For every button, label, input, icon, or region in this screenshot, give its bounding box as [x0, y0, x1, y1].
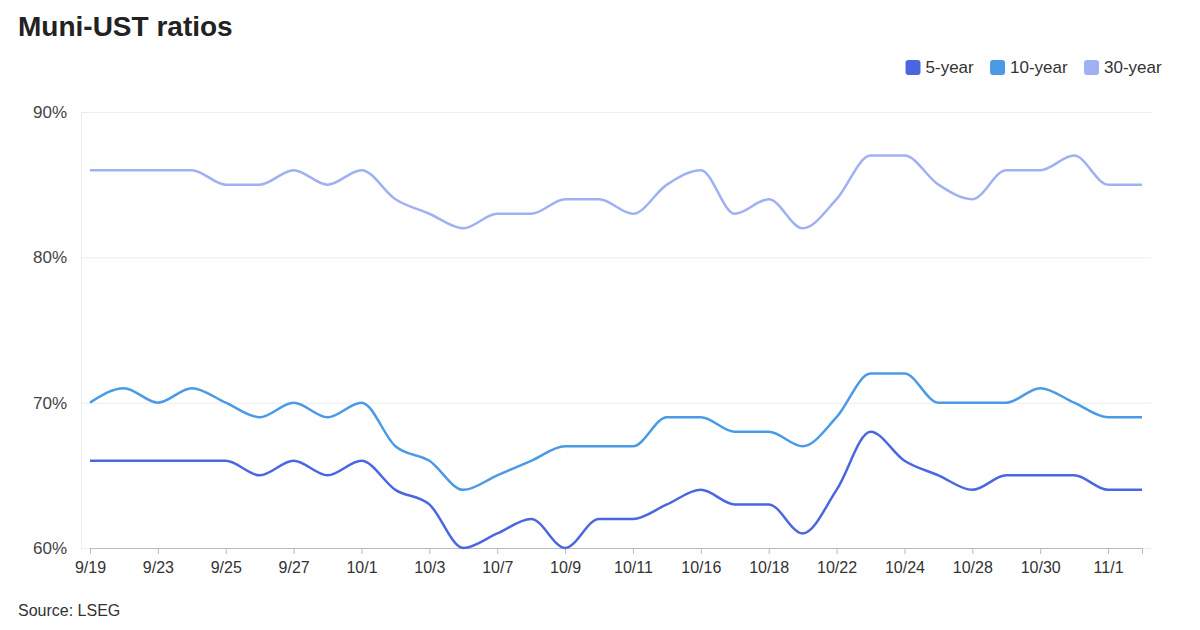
legend-swatch	[990, 60, 1005, 75]
x-tick-mark	[701, 548, 702, 554]
x-tick-label: 10/11	[614, 559, 653, 576]
lines	[90, 156, 1142, 548]
series-line	[90, 432, 1142, 548]
x-tick-label: 10/18	[749, 559, 789, 576]
legend-item: 5-year	[906, 58, 975, 77]
x-tick: 10/7	[482, 548, 513, 576]
legend-label: 5-year	[926, 58, 975, 77]
grid-line	[81, 112, 1151, 113]
y-tick: 80%	[33, 248, 1151, 267]
title: Muni-UST ratios	[18, 11, 233, 42]
x-tick-mark	[1108, 548, 1109, 554]
source: Source: LSEG	[18, 602, 120, 619]
x-tick: 9/25	[211, 548, 242, 576]
x-tick: 11/1	[1094, 548, 1124, 576]
y-tick-label: 70%	[33, 394, 67, 413]
x-tick-mark	[904, 548, 905, 554]
legend-swatch	[906, 60, 921, 75]
x-tick: 10/9	[550, 548, 581, 576]
x-tick: 10/3	[414, 548, 445, 576]
series-line	[90, 156, 1142, 229]
x-tick-label: 10/28	[953, 559, 993, 576]
x-tick-label: 10/16	[681, 559, 721, 576]
x-tick: 10/28	[953, 548, 993, 576]
x-tick-mark	[294, 548, 295, 554]
x-tick-mark	[633, 548, 634, 554]
y-axis-line	[82, 113, 1152, 549]
x-axis: 9/19 9/23 9/25 9/27 10/1 10/3 10/7 10/9 10/11 10/…	[75, 548, 1143, 576]
x-tick-mark	[158, 548, 159, 554]
x-tick: 10/1	[346, 548, 377, 576]
x-tick-label: 9/25	[211, 559, 242, 576]
legend-item: 10-year	[990, 58, 1068, 77]
x-tick-label: 9/23	[143, 559, 174, 576]
x-tick: 9/19	[75, 548, 106, 576]
y-tick-label: 60%	[33, 539, 67, 558]
chart: Muni-UST ratios60%70%80%90%9/199/239/259…	[0, 0, 1200, 630]
x-tick: 9/27	[279, 548, 310, 576]
series-line	[90, 374, 1142, 490]
x-tick-label: 10/30	[1021, 559, 1061, 576]
x-tick-mark	[90, 548, 91, 554]
x-tick: 10/16	[681, 548, 721, 576]
y-tick-label: 90%	[33, 103, 67, 122]
x-tick-mark	[837, 548, 838, 554]
legend-label: 10-year	[1010, 58, 1068, 77]
x-tick: 10/30	[1021, 548, 1061, 576]
x-tick: 10/18	[749, 548, 789, 576]
x-tick-label: 10/1	[346, 559, 377, 576]
x-tick-mark	[361, 548, 362, 554]
y-tick: 60%	[33, 539, 1151, 558]
y-tick-label: 80%	[33, 248, 67, 267]
x-tick-mark	[1040, 548, 1041, 554]
x-tick-label: 9/19	[75, 559, 106, 576]
x-tick-mark	[497, 548, 498, 554]
x-tick-mark	[972, 548, 973, 554]
x-tick-label: 10/3	[414, 559, 445, 576]
x-tick: 10/22	[817, 548, 857, 576]
y-tick: 90%	[33, 103, 1151, 122]
x-tick: 9/23	[143, 548, 174, 576]
x-axis-line	[91, 549, 1143, 555]
x-tick-label: 10/9	[550, 559, 581, 576]
x-tick-label: 10/7	[482, 559, 513, 576]
x-tick-label: 9/27	[279, 559, 310, 576]
x-tick-mark	[429, 548, 430, 554]
x-tick-label: 11/1	[1094, 559, 1124, 576]
grid-line	[81, 257, 1151, 258]
legend: 5-year 10-year 30-year	[906, 58, 1162, 77]
legend-swatch	[1084, 60, 1099, 75]
x-tick-mark	[769, 548, 770, 554]
x-tick: 10/24	[885, 548, 925, 576]
x-tick-mark	[226, 548, 227, 554]
x-tick: 10/11	[614, 548, 653, 576]
x-tick-label: 10/24	[885, 559, 925, 576]
legend-label: 30-year	[1104, 58, 1162, 77]
x-tick-label: 10/22	[817, 559, 857, 576]
legend-item: 30-year	[1084, 58, 1162, 77]
y-axis: 60% 70% 80% 90%	[33, 103, 1151, 558]
